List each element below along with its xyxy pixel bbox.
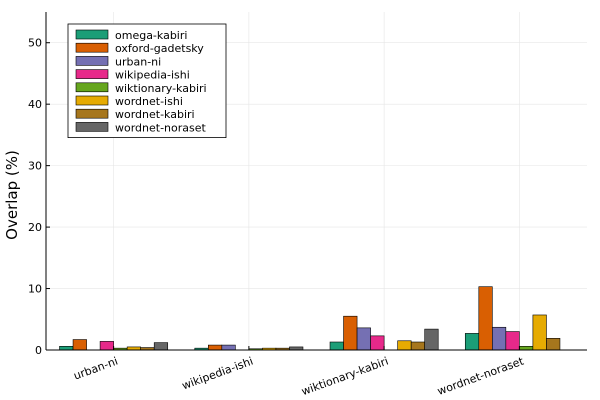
bar-wordnet-noraset-wiktionary-kabiri xyxy=(424,328,439,351)
legend-label-omega-kabiri: omega-kabiri xyxy=(115,29,187,42)
legend-swatch-wikipedia-ishi xyxy=(75,69,109,79)
legend-label-urban-ni: urban-ni xyxy=(115,55,161,68)
bar-omega-kabiri-urban-ni xyxy=(59,346,74,351)
x-tick-label: wiktionary-kabiri xyxy=(300,355,391,399)
bar-oxford-gadetsky-wordnet-noraset xyxy=(478,286,493,351)
x-tick-label: urban-ni xyxy=(72,355,120,383)
y-tick-label: 10 xyxy=(28,283,42,296)
legend-label-wordnet-kabiri: wordnet-kabiri xyxy=(115,108,195,121)
bar-wikipedia-ishi-wordnet-noraset xyxy=(505,331,520,351)
bar-oxford-gadetsky-wiktionary-kabiri xyxy=(343,315,358,351)
legend-label-oxford-gadetsky: oxford-gadetsky xyxy=(115,42,204,55)
legend-swatch-wordnet-kabiri xyxy=(75,108,109,119)
bar-oxford-gadetsky-urban-ni xyxy=(72,339,87,351)
legend: omega-kabirioxford-gadetskyurban-niwikip… xyxy=(67,23,227,138)
x-tick-label: wikipedia-ishi xyxy=(180,355,255,393)
legend-label-wikipedia-ishi: wikipedia-ishi xyxy=(115,69,190,82)
bar-urban-ni-wikipedia-ishi xyxy=(221,344,236,351)
legend-label-wordnet-noraset: wordnet-noraset xyxy=(115,121,207,134)
bar-wordnet-ishi-wordnet-noraset xyxy=(532,314,547,351)
bar-urban-ni-wiktionary-kabiri xyxy=(356,327,371,351)
bar-urban-ni-wordnet-noraset xyxy=(492,326,507,351)
y-tick-label: 50 xyxy=(28,37,42,50)
y-axis-title: Overlap (%) xyxy=(3,150,21,240)
bars xyxy=(59,286,561,351)
bar-wiktionary-kabiri-wordnet-noraset xyxy=(519,346,534,351)
bar-wordnet-kabiri-wordnet-noraset xyxy=(546,338,561,351)
bar-wikipedia-ishi-urban-ni xyxy=(99,341,114,351)
legend-swatch-oxford-gadetsky xyxy=(75,42,109,53)
x-tick-label: wordnet-noraset xyxy=(436,354,526,398)
legend-swatch-urban-ni xyxy=(75,56,109,66)
bar-wordnet-ishi-wiktionary-kabiri xyxy=(397,340,412,351)
y-tick-label: 0 xyxy=(35,344,42,357)
legend-swatch-wordnet-noraset xyxy=(75,122,109,132)
bar-omega-kabiri-wordnet-noraset xyxy=(464,333,480,351)
legend-label-wiktionary-kabiri: wiktionary-kabiri xyxy=(115,82,207,95)
legend-swatch-omega-kabiri xyxy=(75,29,109,40)
y-tick-label: 20 xyxy=(28,221,42,234)
bar-oxford-gadetsky-wikipedia-ishi xyxy=(208,344,223,351)
bar-omega-kabiri-wiktionary-kabiri xyxy=(329,341,344,351)
legend-swatch-wiktionary-kabiri xyxy=(75,82,109,93)
bar-wikipedia-ishi-wiktionary-kabiri xyxy=(370,335,385,351)
legend-label-wordnet-ishi: wordnet-ishi xyxy=(115,95,183,108)
y-tick-label: 30 xyxy=(28,160,42,173)
legend-swatch-wordnet-ishi xyxy=(75,95,109,106)
bar-wordnet-kabiri-wiktionary-kabiri xyxy=(410,341,425,351)
bar-wordnet-noraset-urban-ni xyxy=(153,342,169,351)
y-tick-label: 40 xyxy=(28,98,42,111)
